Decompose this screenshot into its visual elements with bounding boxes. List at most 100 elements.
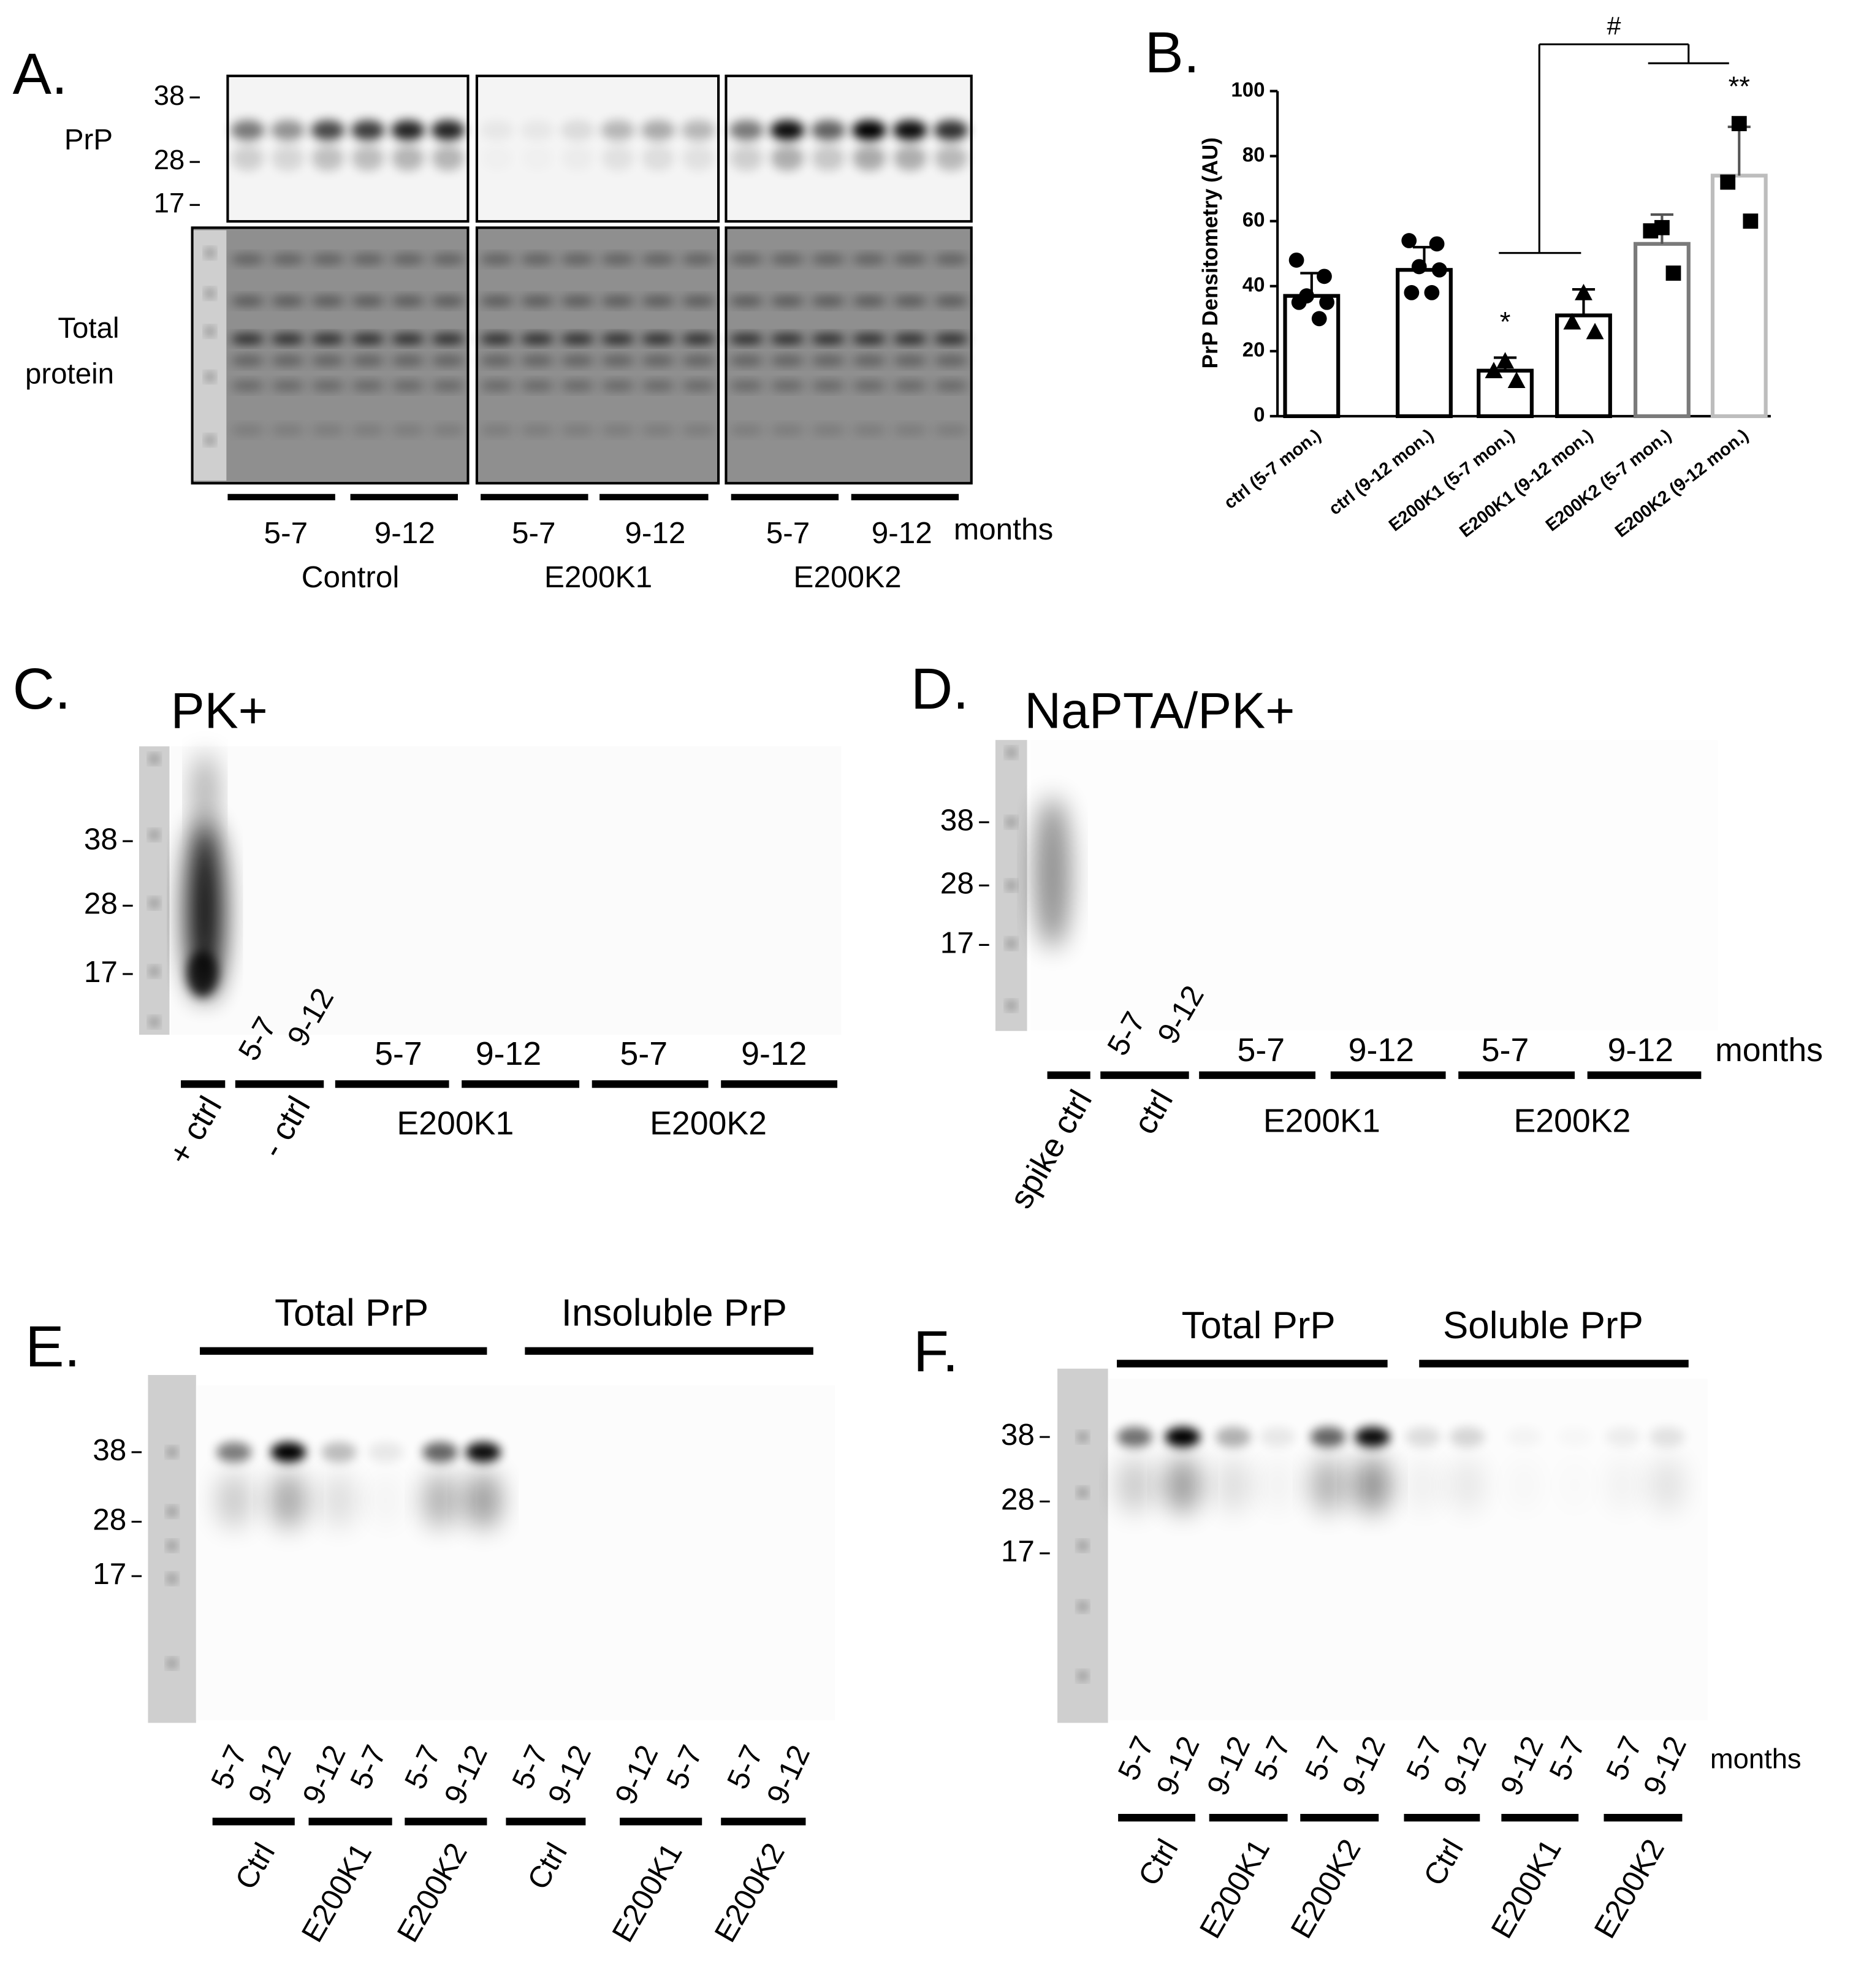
marker-label: 17 — [84, 955, 118, 989]
y-tick-label: 60 — [1242, 208, 1265, 230]
blot — [1030, 740, 1718, 1031]
data-point — [1485, 362, 1503, 379]
band — [1007, 940, 1015, 948]
band — [811, 355, 846, 366]
band — [811, 295, 846, 307]
group-label: E200K2 — [793, 560, 901, 594]
band — [230, 333, 265, 345]
band — [1557, 1427, 1592, 1447]
lane-label: 5-7 — [512, 516, 556, 550]
group-label: E200K1 — [544, 560, 652, 594]
lane-label: 9-12 — [1349, 1032, 1414, 1068]
group-label: E200K2 — [708, 1837, 791, 1948]
band — [1007, 1002, 1015, 1010]
band — [641, 333, 675, 345]
band — [934, 381, 968, 391]
band — [560, 295, 595, 307]
band — [601, 295, 635, 307]
band — [270, 1442, 306, 1463]
band — [520, 120, 555, 141]
data-point — [1720, 174, 1736, 190]
band — [431, 254, 465, 265]
data-point — [1317, 268, 1332, 284]
data-point — [1586, 322, 1604, 340]
band — [851, 333, 886, 345]
band — [893, 145, 927, 171]
band — [481, 145, 514, 170]
lane-label: 5-7 — [375, 1035, 422, 1072]
band — [311, 381, 345, 391]
marker-label: 17 — [154, 187, 185, 218]
band — [230, 120, 265, 141]
band — [480, 333, 514, 345]
marker-label: 38 — [940, 803, 974, 837]
ladder — [139, 746, 170, 1035]
header: Total PrP — [1182, 1304, 1336, 1347]
panel-title: NaPTA/PK+ — [1024, 683, 1295, 739]
lane-label: 9-12 — [741, 1035, 807, 1072]
group-label: E200K1 — [1263, 1103, 1380, 1140]
band — [770, 295, 805, 307]
lane-label: 9-12 — [1608, 1032, 1673, 1068]
band — [934, 145, 968, 171]
band — [480, 355, 514, 366]
band — [934, 425, 968, 435]
band — [311, 145, 344, 171]
band — [641, 295, 675, 307]
band — [520, 425, 555, 435]
lane-label: 5-7 — [660, 1740, 709, 1794]
band — [729, 120, 764, 141]
y-tick-label: 0 — [1254, 403, 1265, 426]
group-label: Ctrl — [229, 1837, 281, 1895]
band — [391, 254, 425, 265]
band — [851, 254, 886, 265]
band — [480, 254, 514, 265]
band — [230, 381, 265, 391]
band — [1079, 1602, 1087, 1610]
group-label: E200K2 — [650, 1105, 767, 1142]
band — [934, 120, 968, 141]
band — [520, 254, 555, 265]
band — [168, 1542, 176, 1550]
data-point — [1665, 265, 1681, 281]
group-label: E200K1 — [1485, 1834, 1568, 1944]
data-point — [1507, 371, 1526, 388]
panel-label: B. — [1144, 20, 1200, 85]
blot — [196, 1385, 835, 1721]
band — [1649, 1426, 1685, 1447]
band — [851, 381, 886, 391]
band — [892, 355, 927, 366]
data-point — [1288, 252, 1304, 268]
group-label: E200K1 — [1193, 1834, 1277, 1944]
band — [729, 381, 764, 391]
marker-label: 28 — [1001, 1482, 1035, 1516]
band — [391, 381, 425, 391]
band — [391, 355, 425, 366]
band — [681, 120, 715, 141]
band — [641, 254, 675, 265]
band — [1405, 1426, 1441, 1447]
marker-label: 38 — [154, 80, 185, 111]
y-tick-label: 80 — [1242, 143, 1265, 166]
lane-label: 5-7 — [620, 1035, 668, 1072]
band — [811, 425, 846, 435]
marker-label: 28 — [84, 887, 118, 921]
band — [560, 333, 595, 345]
band — [431, 425, 465, 435]
band — [1507, 1457, 1542, 1513]
unit-label: months — [1715, 1032, 1823, 1068]
band — [729, 425, 764, 435]
band — [368, 1472, 403, 1528]
band — [206, 249, 214, 257]
band — [150, 899, 158, 907]
band — [422, 1472, 458, 1528]
band — [641, 425, 675, 435]
data-point — [1404, 285, 1420, 300]
lane-label: 5-7 — [1482, 1032, 1529, 1068]
band — [892, 295, 927, 307]
lane-label: 9-12 — [1336, 1731, 1392, 1800]
band — [168, 1507, 176, 1516]
x-tick-label: ctrl (5-7 mon.) — [1220, 425, 1325, 513]
